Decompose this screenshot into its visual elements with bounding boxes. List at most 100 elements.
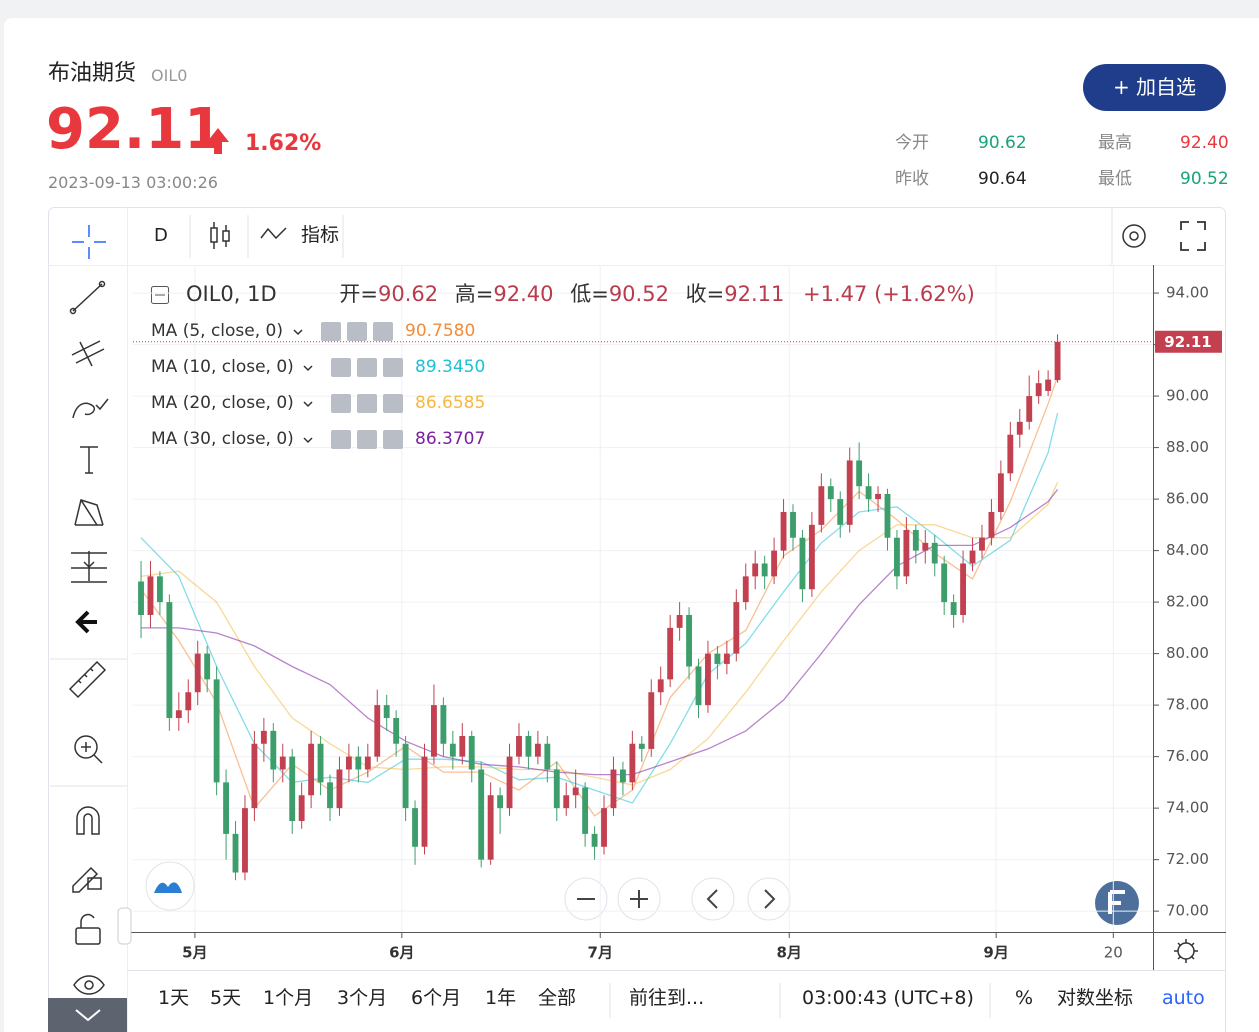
candle-body — [374, 705, 381, 757]
log-toggle[interactable]: 对数坐标 — [1057, 987, 1134, 1009]
candle-body — [808, 524, 815, 590]
candle-body — [1007, 434, 1014, 474]
y-tick-label: 78.00 — [1166, 696, 1209, 714]
candle-body — [327, 782, 333, 809]
candle-body — [818, 486, 825, 525]
candle-type-icon[interactable] — [210, 222, 230, 249]
ma-legend-row: MA (30, close, 0) — [151, 431, 294, 448]
candle-body — [279, 756, 286, 770]
legend-collapse-icon[interactable] — [151, 286, 169, 304]
candle-body — [780, 511, 787, 551]
candle-body — [402, 743, 409, 809]
sidebar-collapse[interactable] — [48, 998, 127, 1032]
candle-body — [364, 756, 371, 770]
legend-change: +1.47 — [803, 282, 868, 306]
candle-body — [941, 563, 948, 603]
candle-body — [1035, 383, 1042, 397]
ma-action-icon — [373, 322, 393, 341]
candle-body — [837, 499, 844, 525]
ma-action-icon — [383, 394, 403, 413]
candle-body — [459, 736, 466, 757]
candle-body — [761, 563, 768, 577]
drawing-tools[interactable] — [68, 280, 109, 995]
candle-body — [771, 550, 778, 577]
stat-label: 最高 — [1098, 133, 1132, 153]
candle-body — [894, 537, 900, 577]
add-watchlist-button[interactable] — [1083, 64, 1226, 111]
candle-body — [714, 653, 721, 664]
candle-body — [884, 493, 891, 538]
candle-body — [449, 743, 456, 757]
ma-action-icon — [383, 430, 403, 449]
candle-body — [298, 795, 305, 822]
candle-body — [336, 769, 343, 809]
goto-button[interactable]: 前往到... — [629, 987, 705, 1009]
candle-body — [875, 493, 881, 500]
candle-body — [544, 743, 551, 770]
ohlc-legend: OIL0, 1D 开=90.62 高=92.40 低=90.52 收=92.11… — [186, 284, 975, 305]
range-button[interactable]: 5天 — [210, 987, 242, 1009]
stat-value: 90.62 — [978, 133, 1027, 153]
indicators-button[interactable]: 指标 — [301, 224, 340, 246]
candle-body — [497, 795, 504, 809]
candle-body — [440, 705, 447, 744]
candle-body — [289, 756, 296, 822]
ma-action-icon — [321, 322, 341, 341]
ma-name[interactable]: MA (5, close, 0) — [151, 321, 283, 341]
back-arrow-icon[interactable] — [75, 610, 97, 634]
y-tick-label: 76.00 — [1166, 747, 1209, 765]
candle-body — [421, 756, 428, 847]
ma-chevron — [303, 437, 313, 444]
range-button[interactable]: 6个月 — [411, 987, 462, 1009]
ma-value: 86.6585 — [415, 393, 486, 413]
auto-toggle[interactable]: auto — [1162, 987, 1205, 1009]
candle-body — [572, 787, 579, 796]
sidebar-toggle[interactable] — [117, 907, 132, 945]
ma-name[interactable]: MA (30, close, 0) — [151, 429, 294, 449]
clock: 03:00:43 (UTC+8) — [802, 987, 974, 1009]
candle-body — [922, 542, 929, 551]
ma-legend-row: MA (20, close, 0) — [151, 395, 294, 412]
legend-label: 收= — [685, 282, 725, 306]
range-button[interactable]: 1天 — [158, 987, 190, 1009]
candle-body — [1054, 341, 1061, 381]
instrument-code: OIL0 — [151, 66, 188, 85]
ma-chevron — [303, 401, 313, 408]
candle-body — [610, 769, 617, 809]
range-button[interactable]: 1个月 — [263, 987, 314, 1009]
y-tick-label: 90.00 — [1166, 387, 1209, 405]
interval-button[interactable]: D — [154, 225, 168, 246]
range-button[interactable]: 1年 — [485, 987, 517, 1009]
y-tick-label: 94.00 — [1166, 284, 1209, 302]
candle-body — [742, 576, 749, 603]
axis-settings-icon[interactable] — [1174, 939, 1198, 963]
settings-icon[interactable] — [1122, 224, 1146, 248]
range-button[interactable]: 3个月 — [337, 987, 388, 1009]
fullscreen-icon[interactable] — [1180, 221, 1206, 251]
stat-label: 今开 — [895, 133, 929, 153]
candle-body — [997, 473, 1004, 512]
legend-change-pct: (+1.62%) — [874, 282, 975, 306]
add-watchlist-label[interactable]: + 加自选 — [1112, 75, 1197, 99]
toolbar-separators — [189, 207, 1113, 265]
last-price: 92.11 — [46, 97, 224, 162]
plot — [138, 334, 1061, 881]
stat-label: 昨收 — [895, 169, 929, 189]
stat-value: 92.40 — [1180, 133, 1229, 153]
candle-body — [345, 756, 352, 770]
range-button[interactable]: 全部 — [538, 987, 577, 1009]
candle-body — [1045, 379, 1052, 391]
chart-frame — [48, 207, 1226, 1032]
y-tick-label: 82.00 — [1166, 593, 1209, 611]
bottom-separators — [609, 983, 991, 1018]
candle-body — [393, 717, 400, 744]
indicator-icon — [260, 227, 287, 240]
ma-name[interactable]: MA (20, close, 0) — [151, 393, 294, 413]
crosshair-icon[interactable] — [72, 225, 106, 259]
ma-value: 86.3707 — [415, 429, 486, 449]
percent-toggle[interactable]: % — [1015, 987, 1034, 1009]
ma-name[interactable]: MA (10, close, 0) — [151, 357, 294, 377]
logo-button[interactable] — [145, 861, 195, 911]
x-tick-label: 7月 — [588, 944, 613, 962]
candle-body — [204, 653, 211, 680]
